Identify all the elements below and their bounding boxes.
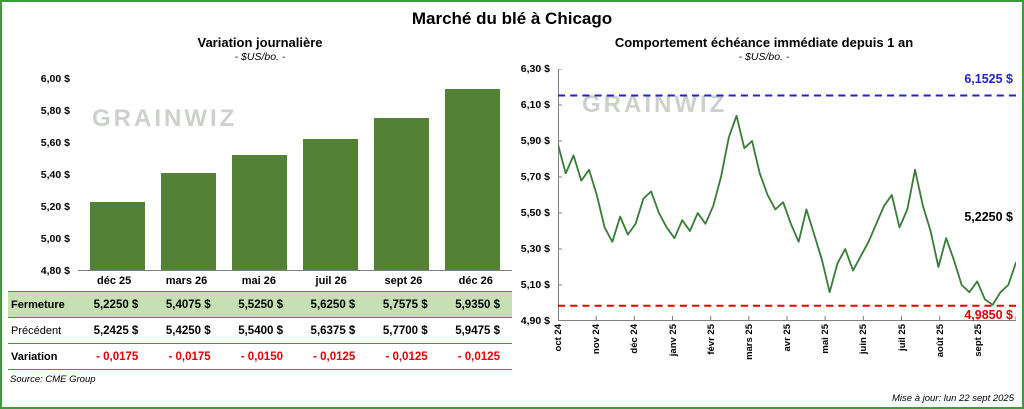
table-cell: - 0,0175: [96, 350, 139, 363]
x-axis-label: oct 24: [553, 324, 564, 352]
line-chart: GRAINWIZ 6,30 $ 6,10 $ 5,90 $ 5,70 $ 5,50 $ 5…: [512, 63, 1016, 327]
y-axis-label: 5,00 $: [40, 233, 70, 245]
table-cell: 5,6375 $: [310, 324, 356, 337]
line-chart-svg: [558, 69, 1016, 321]
page-title: Marché du blé à Chicago: [411, 9, 613, 28]
bar-slot: [366, 79, 437, 270]
x-axis-label: sept 25: [972, 324, 984, 357]
table-cell: - 0,0125: [457, 350, 500, 363]
table-row-previous: Précédent 5,2425 $ 5,4250 $ 5,5400 $ 5,6375 …: [8, 318, 512, 344]
row-label: Précédent: [11, 324, 62, 337]
table-cell: 5,9475 $: [455, 324, 500, 337]
panels-container: Variation journalière - $US/bo. - GRAINW…: [2, 31, 1022, 385]
bar-category-label: juil 26: [315, 275, 347, 287]
y-axis-label: 5,80 $: [40, 105, 70, 117]
grainwiz-watermark: GRAINWIZ: [582, 91, 728, 118]
x-axis-label: mars 25: [743, 324, 755, 360]
update-note: Mise à jour: lun 22 sept 2025: [892, 393, 1014, 404]
x-axis-label: nov 24: [591, 324, 603, 355]
x-axis-label: juil 25: [896, 324, 908, 351]
daily-variation-panel: Variation journalière - $US/bo. - GRAINW…: [8, 31, 512, 385]
table-row-close: Fermeture 5,2250 $ 5,4075 $ 5,5250 $ 5,6250 …: [8, 292, 512, 318]
table-cell: 5,2250 $: [93, 298, 139, 311]
table-cell: - 0,0125: [385, 350, 428, 363]
y-axis-label: 5,90 $: [520, 135, 550, 147]
y-axis-label: 5,30 $: [520, 243, 550, 255]
x-axis-label: mai 25: [820, 324, 832, 354]
y-axis-label: 5,40 $: [40, 169, 70, 181]
x-axis-label: déc 24: [629, 324, 641, 354]
table-cell: 5,5250 $: [238, 298, 283, 311]
bar-category-label: mars 26: [165, 275, 208, 287]
bar-chart: GRAINWIZ 6,00 $ 5,80 $ 5,60 $ 5,40 $ 5,20 $ 5…: [8, 73, 512, 277]
y-axis-label: 5,10 $: [520, 279, 550, 291]
high-price-label: 6,1525 $: [964, 71, 1013, 86]
bar-category-label: déc 26: [458, 275, 493, 287]
contract-bar: [89, 202, 146, 270]
table-row-variation: Variation - 0,0175 - 0,0175 - 0,0150 - 0,012…: [8, 344, 512, 370]
bar-category-label: sept 26: [384, 275, 423, 287]
line-plot-area: 6,1525 $ 5,2250 $ 4,9850 $: [558, 69, 1016, 322]
bar-plot-area: [78, 79, 512, 271]
x-axis-label: août 25: [934, 324, 946, 358]
x-axis-label: janv 25: [667, 324, 679, 357]
table-cell: - 0,0125: [313, 350, 356, 363]
y-axis-label: 5,20 $: [40, 201, 70, 213]
table-cell: 5,6250 $: [310, 298, 356, 311]
table-cell: 5,4250 $: [165, 324, 211, 337]
y-axis-label: 5,60 $: [40, 137, 70, 149]
bar-slot: [224, 79, 295, 270]
grainwiz-watermark: GRAINWIZ: [92, 105, 238, 132]
source-note: Source: CME Group: [10, 374, 96, 385]
price-table: Fermeture 5,2250 $ 5,4075 $ 5,5250 $ 5,6250 …: [8, 291, 512, 370]
row-label: Variation: [11, 350, 58, 363]
y-axis-label: 5,50 $: [520, 207, 550, 219]
front-month-panel: Comportement échéance immédiate depuis 1…: [512, 31, 1016, 385]
y-axis-label: 6,10 $: [520, 99, 550, 111]
right-chart-subtitle: - $US/bo. -: [738, 51, 790, 63]
table-cell: 5,7575 $: [382, 298, 428, 311]
y-axis-label: 6,30 $: [520, 63, 550, 75]
bar-slot: [82, 79, 153, 270]
y-axis-label: 6,00 $: [40, 73, 70, 85]
y-axis-label: 4,90 $: [520, 315, 550, 327]
left-chart-title: Variation journalière: [197, 35, 323, 50]
bar-slot: [295, 79, 366, 270]
contract-bar: [444, 89, 501, 270]
bar-y-axis: 6,00 $ 5,80 $ 5,60 $ 5,40 $ 5,20 $ 5,00 $ 4,80…: [8, 73, 78, 277]
contract-bar: [302, 138, 359, 270]
contract-bar: [231, 154, 288, 270]
table-cell: 5,5400 $: [238, 324, 283, 337]
table-cell: 5,9350 $: [455, 298, 500, 311]
x-axis-label: févr 25: [705, 324, 717, 355]
y-axis-label: 5,70 $: [520, 171, 550, 183]
line-y-axis: 6,30 $ 6,10 $ 5,90 $ 5,70 $ 5,50 $ 5,30 $ 5,10…: [512, 63, 558, 327]
bar-slot: [437, 79, 508, 270]
table-cell: 5,4075 $: [165, 298, 211, 311]
table-cell: - 0,0150: [240, 350, 283, 363]
price-line: [558, 114, 1016, 306]
last-price-label: 5,2250 $: [964, 209, 1013, 224]
table-cell: 5,7700 $: [382, 324, 428, 337]
bar-slot: [153, 79, 224, 270]
y-axis-label: 4,80 $: [40, 265, 70, 277]
low-price-label: 4,9850 $: [964, 307, 1013, 322]
x-axis-label: avr 25: [782, 324, 793, 352]
row-label: Fermeture: [11, 298, 65, 311]
contract-bar: [373, 117, 430, 270]
right-chart-title: Comportement échéance immédiate depuis 1…: [614, 35, 914, 50]
bar-category-label: déc 25: [97, 275, 132, 287]
table-cell: 5,2425 $: [93, 324, 139, 337]
x-axis-label: juin 25: [858, 324, 870, 355]
table-cell: - 0,0175: [168, 350, 211, 363]
bar-category-labels: déc 25 mars 26 mai 26 juil 26 sept 26 déc 26: [8, 271, 512, 291]
contract-bar: [160, 173, 217, 270]
left-chart-subtitle: - $US/bo. -: [234, 51, 286, 63]
line-x-axis: oct 24 nov 24 déc 24 janv 25 févr 25 mars 25 a…: [553, 321, 1016, 367]
bar-category-label: mai 26: [241, 275, 276, 287]
